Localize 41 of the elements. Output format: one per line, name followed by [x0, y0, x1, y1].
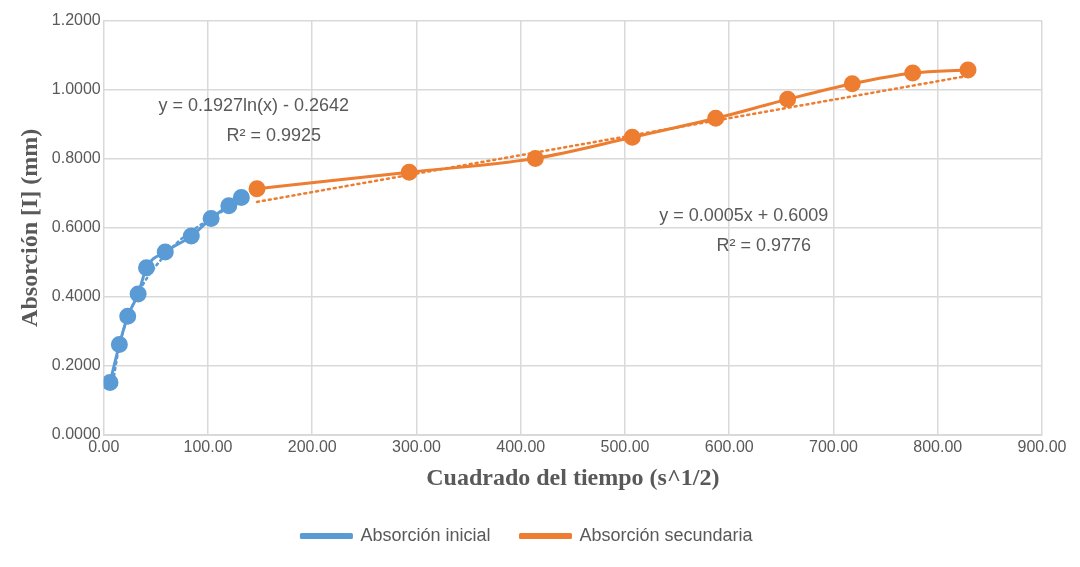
point [202, 209, 220, 227]
y-tick-label: 0.6000 [51, 218, 101, 236]
point [119, 307, 137, 325]
point [129, 285, 147, 303]
legend-label: Absorción inicial [360, 524, 491, 545]
point [110, 336, 128, 354]
point [182, 227, 200, 245]
x-tick-label: 500.00 [600, 438, 650, 456]
y-tick-label: 1.0000 [51, 80, 101, 98]
point [400, 163, 418, 181]
y-axis-title: Absorción [I] (mm) [15, 128, 42, 327]
point [779, 90, 797, 108]
point [232, 188, 250, 206]
x-tick-label: 300.00 [392, 438, 442, 456]
point [248, 180, 266, 198]
x-tick-label: 800.00 [913, 438, 963, 456]
point [156, 243, 174, 261]
x-axis-title: Cuadrado del tiempo (s^1/2) [426, 463, 720, 490]
y-tick-label: 0.2000 [51, 356, 101, 374]
x-tick-label: 200.00 [287, 438, 337, 456]
point [707, 109, 725, 127]
x-tick-label: 900.00 [1017, 438, 1067, 456]
x-tick-label: 700.00 [809, 438, 859, 456]
y-tick-label: 1.2000 [51, 11, 101, 29]
annotation: y = 0.1927ln(x) - 0.2642 R² = 0.9925 [158, 94, 350, 145]
point [904, 64, 922, 82]
point [220, 197, 238, 215]
point [843, 75, 861, 93]
y-tick-label: 0.8000 [51, 149, 101, 167]
point [623, 128, 641, 146]
point [526, 149, 544, 167]
legend-label: Absorción secundaria [579, 524, 754, 545]
x-tick-label: 0.00 [88, 438, 120, 456]
point [959, 61, 977, 79]
y-tick-label: 0.4000 [51, 287, 101, 305]
x-tick-label: 100.00 [183, 438, 233, 456]
x-tick-label: 400.00 [496, 438, 546, 456]
annotation: y = 0.0005x + 0.6009 R² = 0.9776 [659, 204, 829, 255]
point [103, 374, 119, 392]
x-tick-label: 600.00 [704, 438, 754, 456]
point [137, 259, 155, 277]
